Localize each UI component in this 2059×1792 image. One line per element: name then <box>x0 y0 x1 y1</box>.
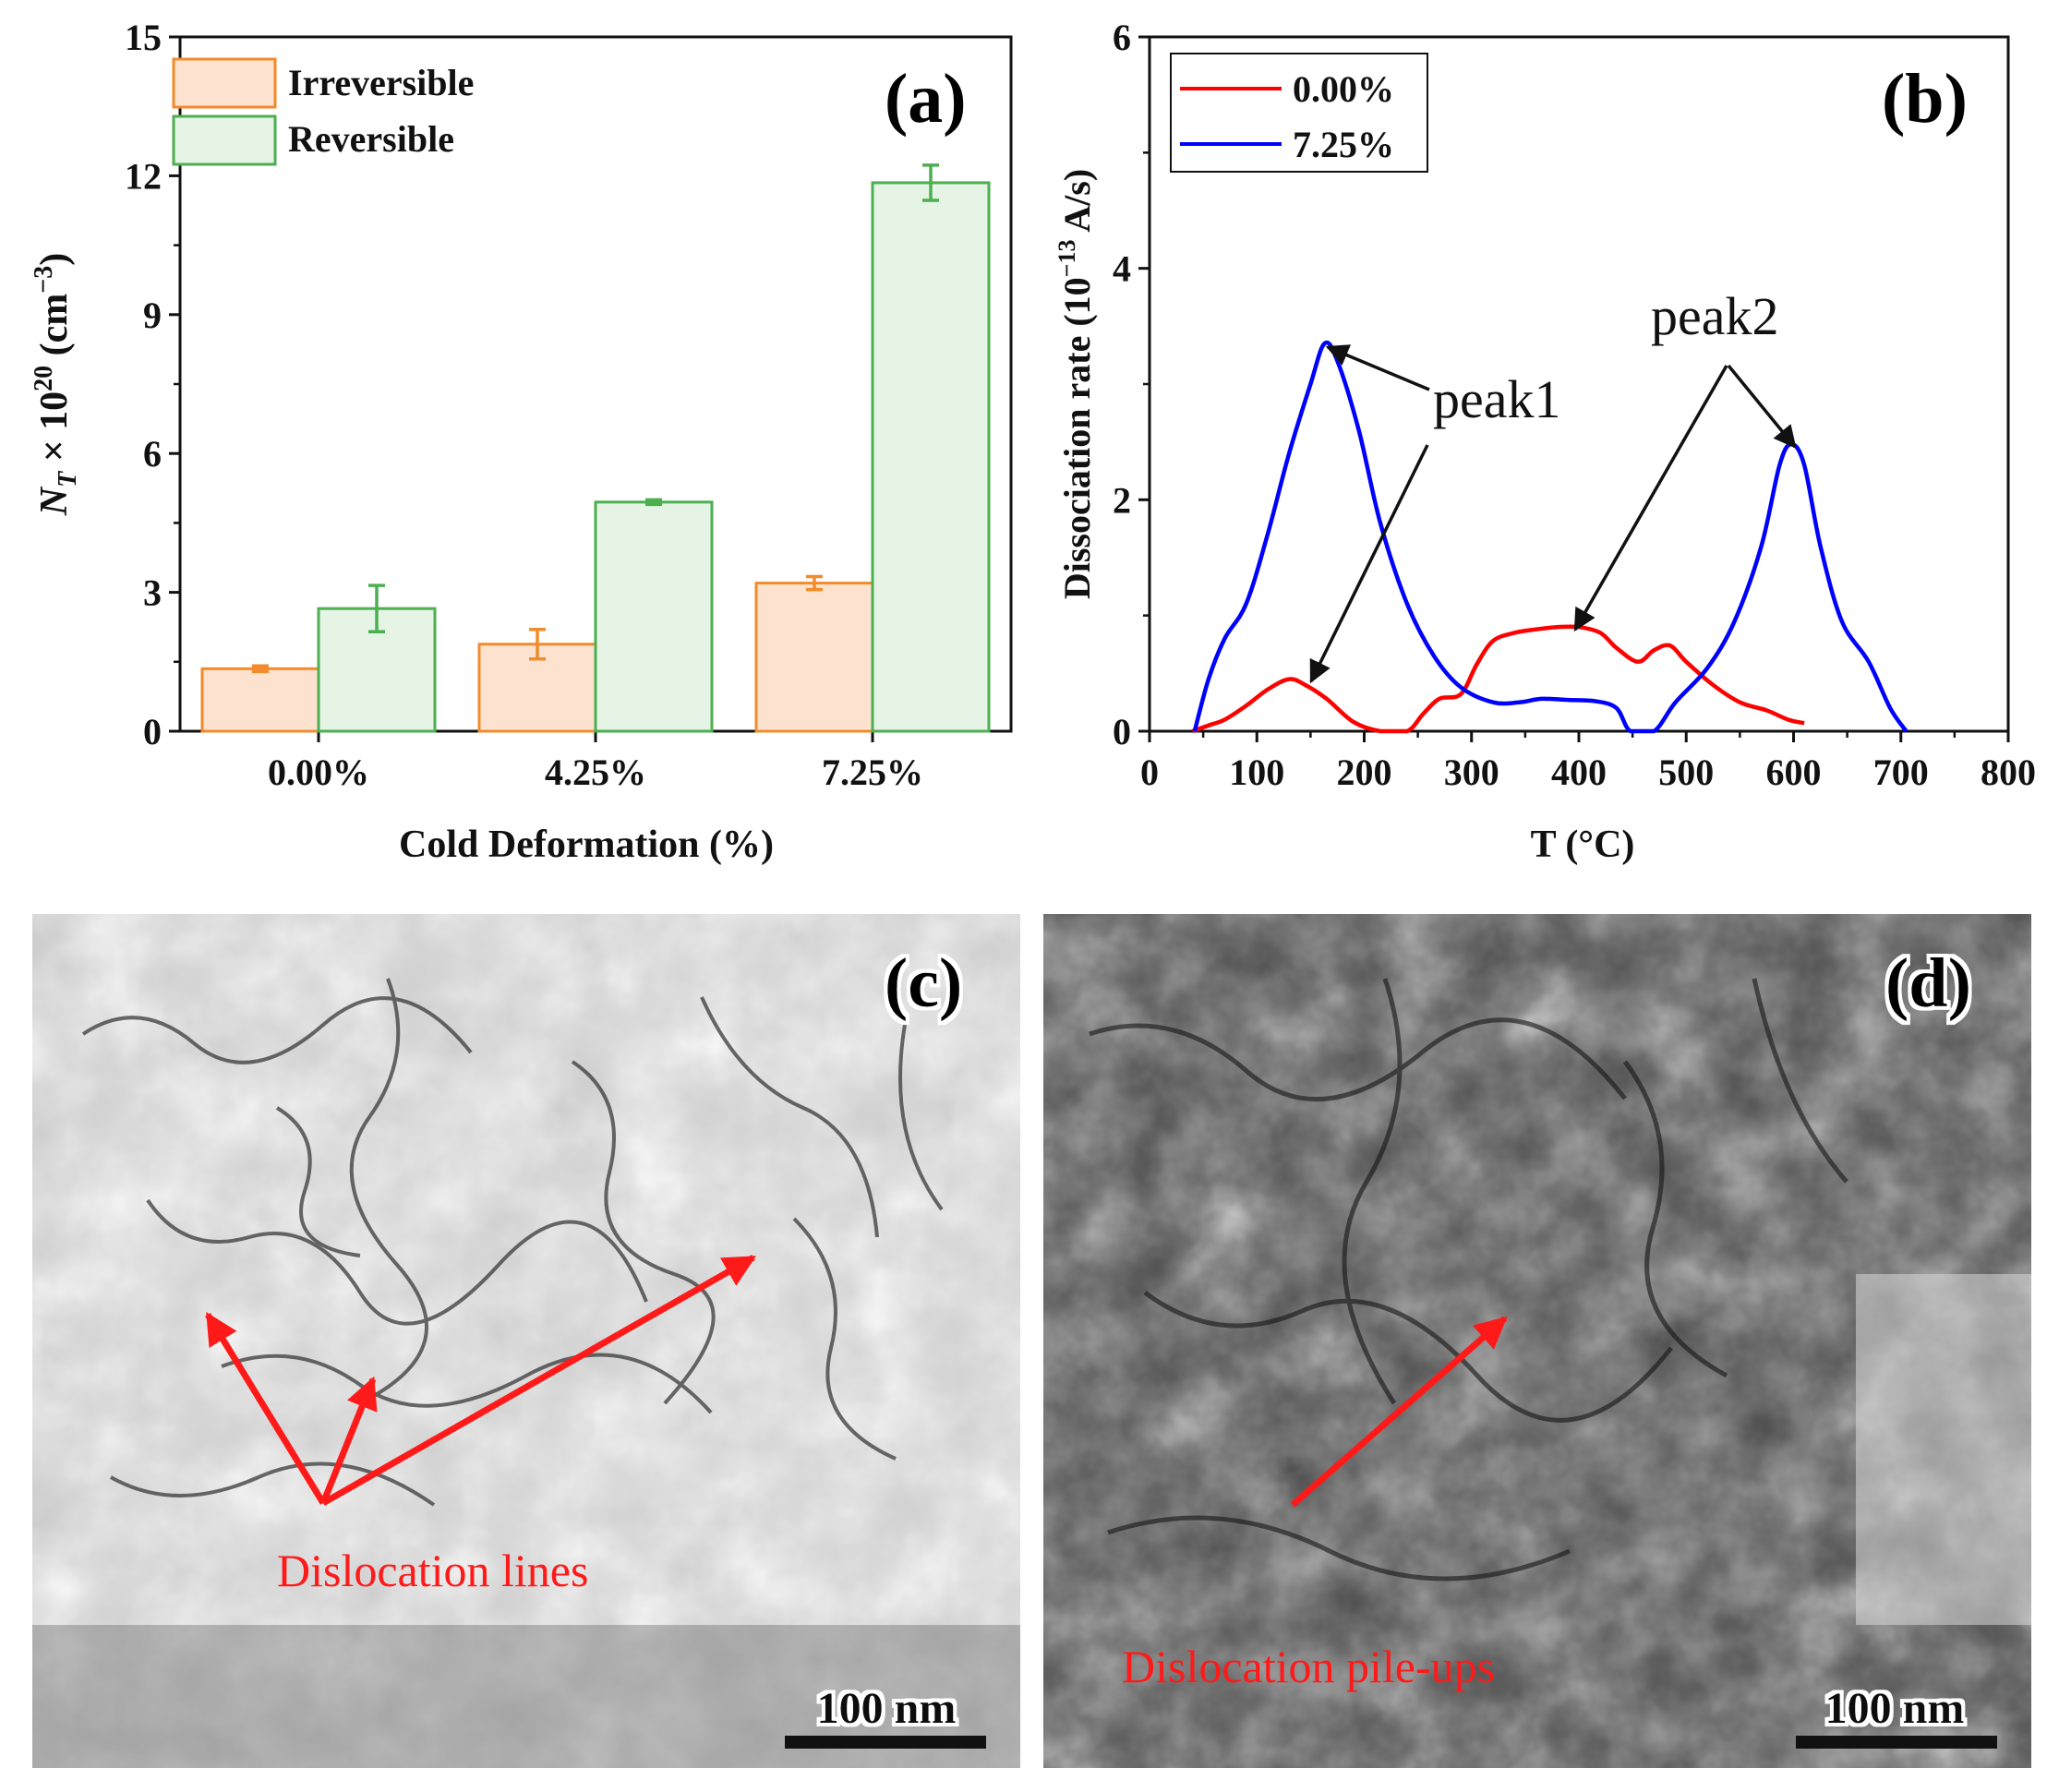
legend-label-irreversible: Irreversible <box>288 62 474 103</box>
x-tick-label-b: 400 <box>1551 752 1607 793</box>
arrow-c-2 <box>319 1376 378 1505</box>
bar-reversible-2 <box>871 181 991 733</box>
x-tick-label-a: 0.00% <box>268 752 369 793</box>
series-line-0.00% <box>1191 624 1805 734</box>
bar-irreversible-2 <box>754 582 874 733</box>
x-axis-label-b: T (°C) <box>1531 824 1635 866</box>
y-tick-label-a: 9 <box>143 295 162 336</box>
panel-label-d: (d) <box>1885 944 1971 1022</box>
y-tick-label-a: 15 <box>125 17 162 58</box>
dislocation-network-d <box>1089 978 1848 1582</box>
error-bar-irreversible-0 <box>252 664 269 674</box>
y-ticks-b: 0 2 4 6 <box>1113 17 1150 752</box>
scale-bar-d: 100 nm <box>1796 1684 1997 1749</box>
line-chart-panel-b: 0 2 4 6 0 100 200 300 400 500 600 700 800 0.00% 7.2… <box>1054 17 2036 866</box>
series-line-7.25% <box>1192 340 1908 734</box>
error-bar-reversible-0 <box>368 583 385 633</box>
panel-label-c: (c) <box>885 944 962 1022</box>
micrograph-panel-c: Dislocation lines 100 nm (c) <box>32 914 1020 1768</box>
scale-bar-c-line <box>785 1736 986 1749</box>
y-tick-label-b: 4 <box>1113 248 1131 290</box>
y-tick-label-a: 6 <box>143 433 162 475</box>
annotation-peak2: peak2 <box>1573 286 1797 632</box>
peak2-arrow-right <box>1727 364 1797 449</box>
scale-bar-d-line <box>1796 1736 1997 1749</box>
legend-swatch-reversible <box>172 114 277 166</box>
error-bar-reversible-1 <box>645 498 662 507</box>
peak1-arrow-lower <box>1309 444 1429 684</box>
y-tick-label-a: 0 <box>143 711 162 752</box>
scale-bar-c: 100 nm <box>785 1684 986 1749</box>
legend-label-reversible: Reversible <box>288 118 454 160</box>
micrograph-c-texture <box>32 914 1020 1768</box>
y-axis-label-b: Dissociation rate (10−13 A/s) <box>1054 169 1098 599</box>
panel-label-b: (b) <box>1882 60 1968 138</box>
bar-irreversible-0 <box>200 667 320 733</box>
y-tick-label-b: 6 <box>1113 17 1131 58</box>
scale-bar-d-label: 100 nm <box>1825 1684 1965 1733</box>
legend-box-b <box>1170 53 1428 173</box>
bar-chart-panel-a: 0 3 6 9 12 15 0.00% 4.25% 7.25% Irreversible Re… <box>30 17 1013 866</box>
x-tick-label-a: 7.25% <box>822 752 923 793</box>
annotation-peak1: peak1 <box>1309 344 1561 684</box>
y-axis-label-a: NT × 1020 (cm−3) <box>30 253 82 516</box>
peak2-label: peak2 <box>1651 286 1779 346</box>
x-tick-label-b: 100 <box>1229 752 1284 793</box>
scale-bar-c-label: 100 nm <box>817 1684 957 1733</box>
dislocation-lines-label: Dislocation lines <box>277 1545 588 1596</box>
arrow-c-3 <box>321 1254 757 1507</box>
y-tick-label-a: 12 <box>125 155 162 197</box>
legend-label-725: 7.25% <box>1293 124 1394 165</box>
error-bar-reversible-2 <box>922 163 939 202</box>
arrow-d <box>1290 1316 1508 1508</box>
panel-label-a: (a) <box>885 60 967 138</box>
arrows-c <box>205 1254 757 1507</box>
x-axis-label-a: Cold Deformation (%) <box>399 824 774 866</box>
y-tick-label-b: 0 <box>1113 711 1131 752</box>
bars-a <box>200 163 991 733</box>
x-ticks-a: 0.00% 4.25% 7.25% <box>268 731 923 793</box>
micrograph-d-bright-edge <box>1856 1274 2031 1625</box>
peak2-arrow-left <box>1573 365 1728 632</box>
x-tick-label-b: 500 <box>1658 752 1714 793</box>
legend-b: 0.00% 7.25% <box>1170 53 1428 173</box>
arrow-c-1 <box>205 1312 326 1505</box>
x-tick-label-b: 200 <box>1337 752 1392 793</box>
x-tick-label-b: 700 <box>1873 752 1929 793</box>
micrograph-panel-d: Dislocation pile-ups 100 nm (d) <box>1043 914 2031 1768</box>
y-tick-label-b: 2 <box>1113 479 1131 521</box>
legend-a: Irreversible Reversible <box>172 57 474 166</box>
x-tick-label-b: 300 <box>1444 752 1499 793</box>
legend-swatch-irreversible <box>172 57 277 109</box>
dislocation-network-c <box>81 978 944 1507</box>
x-tick-label-b: 0 <box>1140 752 1159 793</box>
error-bar-irreversible-1 <box>529 627 546 661</box>
legend-label-0: 0.00% <box>1293 68 1394 110</box>
dislocation-pileups-label: Dislocation pile-ups <box>1122 1641 1495 1692</box>
x-tick-label-a: 4.25% <box>545 752 646 793</box>
y-tick-label-a: 3 <box>143 572 162 614</box>
x-ticks-b: 0 100 200 300 400 500 600 700 800 <box>1140 731 2036 793</box>
x-tick-label-b: 800 <box>1981 752 2036 793</box>
peak1-label: peak1 <box>1433 369 1561 429</box>
y-ticks-a: 0 3 6 9 12 15 <box>125 17 180 752</box>
bar-reversible-1 <box>594 500 714 733</box>
peak1-arrow-upper <box>1325 344 1430 391</box>
x-tick-label-b: 600 <box>1766 752 1822 793</box>
error-bar-irreversible-2 <box>806 574 823 592</box>
series-lines-b <box>1191 340 1908 734</box>
